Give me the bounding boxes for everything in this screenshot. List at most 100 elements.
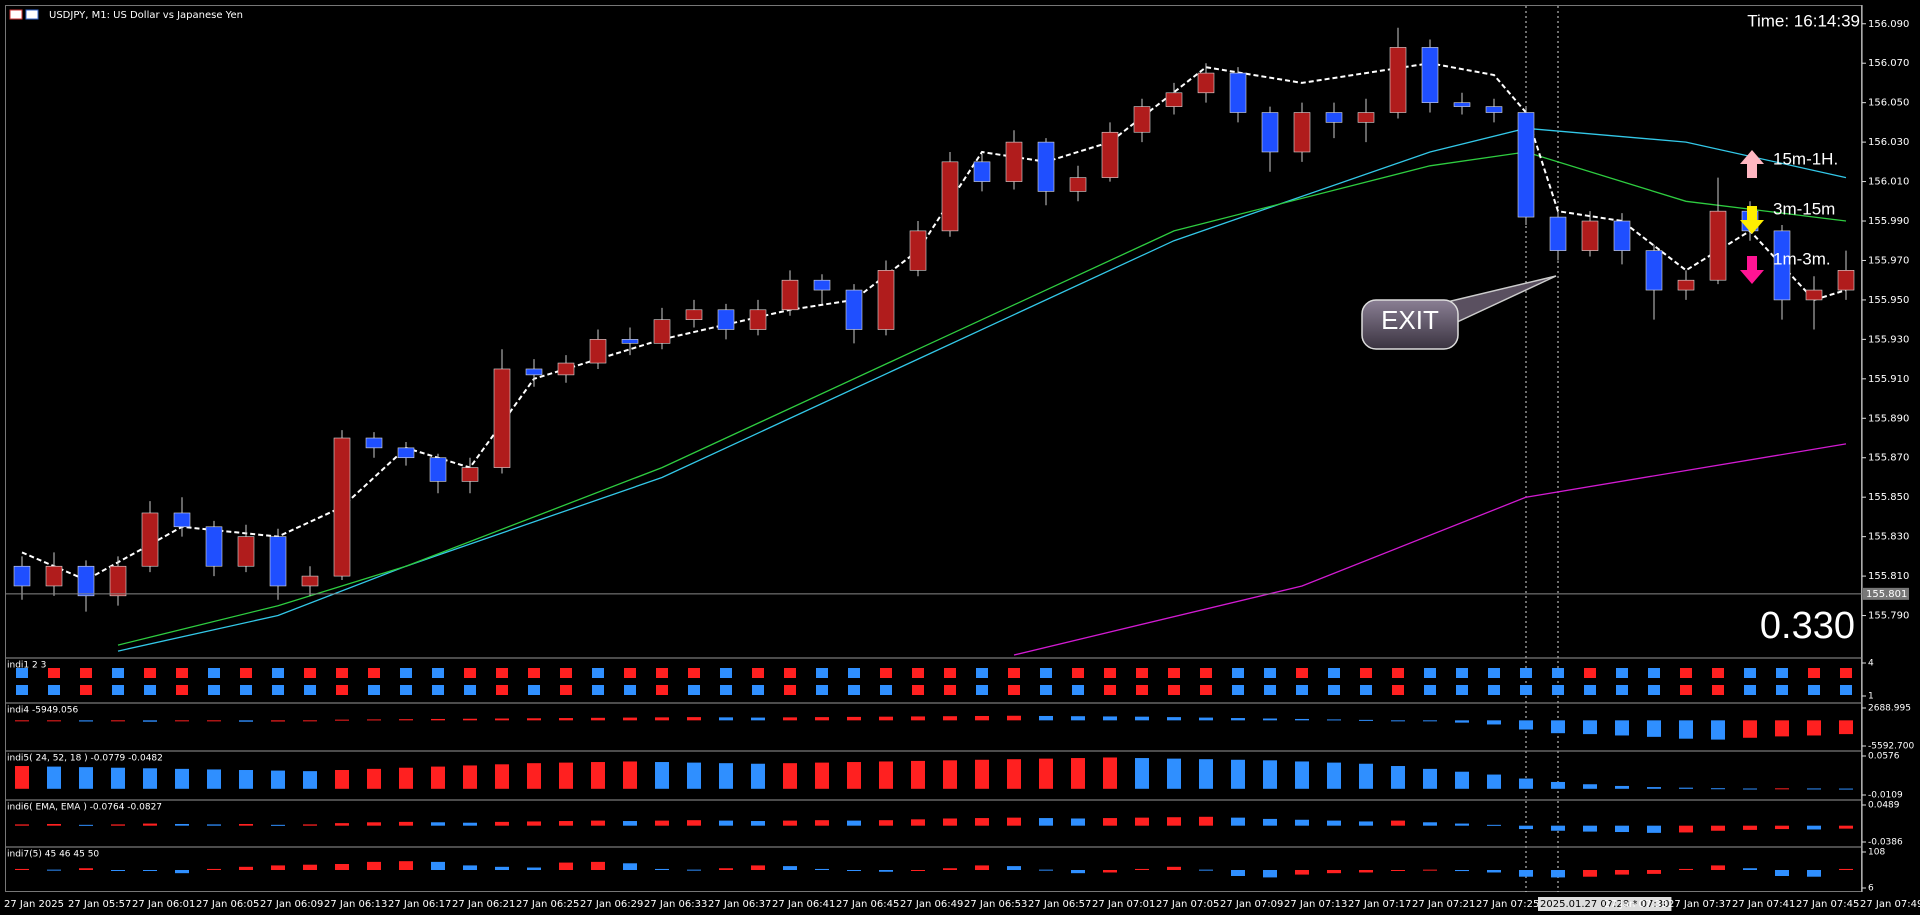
x-tick-label: 27 Jan 07:13: [1284, 899, 1347, 910]
histogram-bar: [1455, 870, 1469, 872]
x-tick-label: 27 Jan 06:57: [1028, 899, 1091, 910]
histogram-bar: [1391, 720, 1405, 722]
histogram-bar: [1263, 760, 1277, 789]
histogram-bar: [783, 866, 797, 870]
histogram-bar: [1455, 823, 1469, 826]
state-block: [1584, 685, 1596, 695]
state-block: [1072, 668, 1084, 678]
signal-label: 15m-1H.: [1773, 149, 1838, 168]
candle-body: [269, 536, 287, 587]
y-tick-label: 2688.995: [1868, 704, 1911, 714]
histogram-bar: [303, 720, 317, 722]
histogram-bar: [239, 720, 253, 722]
histogram-bar: [111, 720, 125, 722]
histogram-bar: [687, 762, 701, 789]
chart-title: USDJPY, M1: US Dollar vs Japanese Yen: [49, 10, 243, 21]
candle-body: [1005, 141, 1023, 182]
x-tick-label: 27 Jan 06:21: [452, 899, 515, 910]
state-block: [368, 668, 380, 678]
histogram-bar: [1135, 758, 1149, 789]
state-block: [1104, 668, 1116, 678]
state-block: [880, 668, 892, 678]
histogram-bar: [1551, 781, 1565, 789]
pane-title: indi4 -5949.056: [7, 706, 78, 716]
state-block: [560, 685, 572, 695]
x-tick-label: 27 Jan 07:33: [1604, 899, 1667, 910]
histogram-bar: [1775, 720, 1789, 737]
candle-body: [1485, 106, 1503, 113]
state-block: [144, 685, 156, 695]
histogram-bar: [367, 768, 381, 789]
histogram-bar: [975, 759, 989, 789]
histogram-bar: [1775, 788, 1789, 790]
state-block: [752, 668, 764, 678]
y-tick-label: 0.0489: [1868, 801, 1900, 811]
histogram-bar: [1135, 817, 1149, 826]
histogram-bar: [1103, 870, 1117, 873]
candle-body: [1293, 112, 1311, 153]
state-block: [1232, 668, 1244, 678]
histogram-bar: [1647, 870, 1661, 874]
histogram-bar: [1295, 761, 1309, 789]
histogram-bar: [1199, 717, 1213, 721]
state-block: [912, 685, 924, 695]
histogram-bar: [1487, 870, 1501, 873]
candle-body: [653, 319, 671, 344]
histogram-bar: [1711, 788, 1725, 790]
state-block: [176, 668, 188, 678]
state-block: [1712, 685, 1724, 695]
x-tick-label: 27 Jan 07:09: [1220, 899, 1283, 910]
x-tick-label: 27 Jan 07:17: [1348, 899, 1411, 910]
histogram-bar: [111, 824, 125, 826]
candle-body: [1517, 112, 1535, 218]
state-block: [1040, 668, 1052, 678]
candle-body: [1805, 289, 1823, 301]
histogram-bar: [1103, 757, 1117, 789]
x-tick-label: 27 Jan 06:45: [836, 899, 899, 910]
state-block: [944, 685, 956, 695]
candle-body: [13, 565, 31, 587]
x-tick-label: 27 Jan 06:53: [964, 899, 1027, 910]
state-block: [304, 668, 316, 678]
state-block: [1456, 685, 1468, 695]
histogram-bar: [1743, 825, 1757, 830]
histogram-bar: [47, 823, 61, 826]
histogram-bar: [591, 717, 605, 721]
state-block: [976, 685, 988, 695]
state-block: [1264, 668, 1276, 678]
histogram-bar: [1487, 824, 1501, 826]
state-block: [48, 685, 60, 695]
histogram-bar: [527, 821, 541, 826]
histogram-bar: [271, 824, 285, 826]
histogram-bar: [111, 870, 125, 871]
histogram-bar: [1359, 763, 1373, 789]
x-tick-label: 27 Jan 06:37: [708, 899, 771, 910]
histogram-bar: [1231, 817, 1245, 826]
state-block: [80, 668, 92, 678]
candle-body: [685, 309, 703, 320]
histogram-bar: [143, 720, 157, 722]
histogram-bar: [975, 818, 989, 826]
x-tick-label: 27 Jan 06:13: [324, 899, 387, 910]
histogram-bar: [719, 763, 733, 789]
y-tick-label: -5592.700: [1868, 742, 1914, 752]
candle-body: [1837, 270, 1855, 291]
histogram-bar: [783, 820, 797, 826]
histogram-bar: [591, 861, 605, 870]
y-tick-label: 156.090: [1868, 19, 1909, 30]
histogram-bar: [431, 718, 445, 721]
x-tick-label: 27 Jan 07:41: [1732, 899, 1795, 910]
histogram-bar: [911, 760, 925, 789]
state-block: [240, 668, 252, 678]
candle-body: [1421, 47, 1439, 103]
state-block: [144, 668, 156, 678]
histogram-bar: [1423, 869, 1437, 871]
state-block: [1488, 668, 1500, 678]
histogram-bar: [175, 870, 189, 874]
y-tick-label: 155.990: [1868, 216, 1909, 227]
histogram-bar: [1199, 869, 1213, 871]
x-tick-label: 27 Jan 05:57: [68, 899, 131, 910]
histogram-bar: [335, 823, 349, 826]
histogram-bar: [15, 720, 29, 722]
histogram-bar: [943, 868, 957, 870]
